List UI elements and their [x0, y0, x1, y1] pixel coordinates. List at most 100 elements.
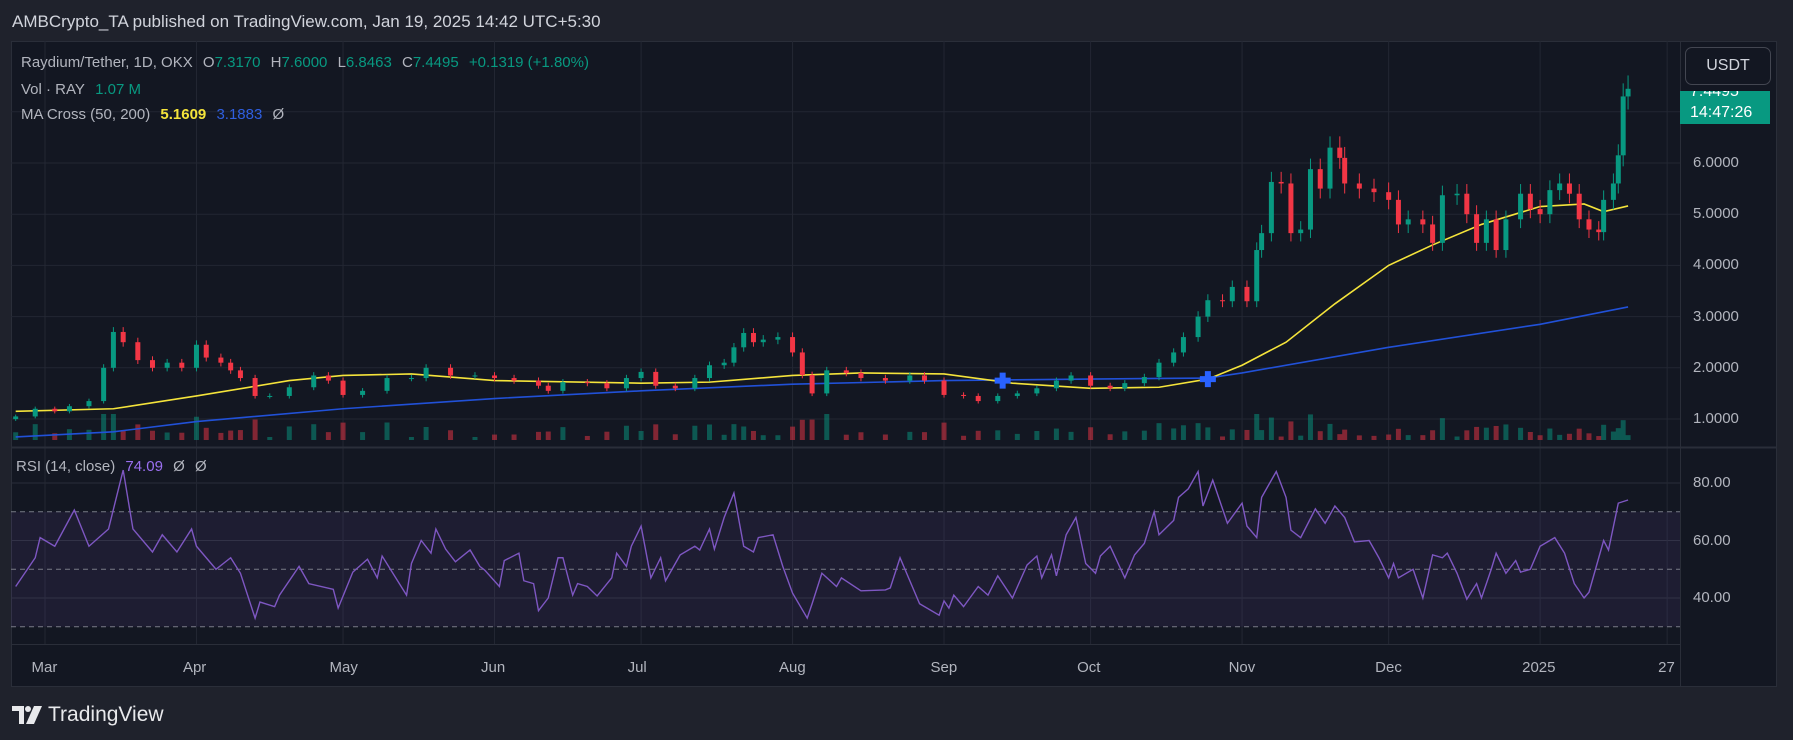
volume-bar	[1610, 431, 1616, 440]
candle-body	[907, 375, 913, 381]
candle-body	[1205, 300, 1211, 317]
volume-bar	[218, 432, 224, 440]
ma50-value: 5.1609	[160, 106, 207, 123]
volume-bar	[1586, 433, 1592, 440]
candle-body	[1317, 169, 1323, 189]
candle-body	[1395, 199, 1401, 225]
volume-bar	[638, 431, 644, 440]
volume-label: Vol · RAY	[21, 81, 85, 98]
volume-bar	[1244, 429, 1250, 440]
volume-bar	[149, 430, 155, 440]
volume-bar	[1068, 431, 1074, 440]
volume-bar	[384, 422, 390, 440]
volume-bar	[1493, 425, 1499, 440]
volume-bar	[750, 430, 756, 440]
rsi-legend[interactable]: RSI (14, close) 74.09 Ø Ø	[16, 458, 213, 475]
candle-body	[721, 362, 727, 366]
volume-bar	[1615, 428, 1621, 440]
close-value: 7.4495	[412, 54, 459, 71]
ma-cross-label: MA Cross (50, 200)	[21, 106, 151, 123]
volume-bar	[179, 432, 185, 440]
volume-bar	[1298, 435, 1304, 440]
ma-cross-legend[interactable]: MA Cross (50, 200) 5.1609 3.1883 Ø	[21, 106, 290, 123]
candle-body	[1464, 193, 1470, 215]
currency-button[interactable]: USDT	[1685, 47, 1771, 85]
volume-bar	[692, 425, 698, 440]
symbol-name[interactable]: Raydium/Tether, 1D, OKX	[21, 54, 193, 71]
volume-bar	[1596, 436, 1602, 440]
time-axis-label: Mar	[31, 659, 58, 676]
candle-body	[1439, 195, 1445, 243]
volume-bar	[1205, 427, 1211, 440]
candle-body	[1298, 229, 1304, 234]
candle-body	[1342, 157, 1348, 184]
candle-body	[1014, 393, 1020, 396]
rsi-value: 74.09	[125, 458, 163, 475]
candle-body	[706, 365, 712, 379]
candle-body	[1141, 377, 1147, 384]
volume-bar	[672, 434, 678, 440]
volume-bar	[1547, 428, 1553, 440]
volume-bar	[1430, 430, 1436, 440]
candle-body	[775, 337, 781, 340]
candle-body	[1547, 190, 1553, 215]
candle-body	[423, 367, 429, 379]
volume-bar	[325, 432, 331, 440]
volume-bar	[824, 414, 830, 440]
candle-body	[799, 352, 805, 375]
ma200-line	[15, 306, 1629, 438]
ma-na-value: Ø	[272, 106, 285, 123]
candle-body	[692, 378, 698, 389]
candle-body	[1088, 375, 1094, 386]
time-axis-label: Oct	[1077, 659, 1101, 676]
time-axis-label: 27	[1658, 659, 1675, 676]
price-axis-label: 6.0000	[1693, 154, 1739, 171]
chart-frame[interactable]	[11, 41, 1777, 687]
volume-bar	[653, 424, 659, 440]
time-axis-label: Aug	[779, 659, 806, 676]
candle-body	[535, 380, 541, 386]
last-price: 7.4495	[1690, 91, 1739, 100]
open-value: 7.3170	[214, 54, 261, 71]
volume-bar	[1268, 417, 1274, 440]
volume-bar	[1180, 425, 1186, 440]
volume-bar	[1557, 434, 1563, 440]
candle-body	[1557, 183, 1563, 191]
volume-bar	[1259, 430, 1265, 440]
volume-bar	[1171, 428, 1177, 440]
volume-bar	[1088, 427, 1094, 440]
volume-bar	[961, 435, 967, 440]
volume-bar	[110, 414, 116, 440]
candle-body	[941, 380, 947, 395]
volume-bar	[286, 426, 292, 440]
time-axis-label: Jul	[627, 659, 647, 676]
volume-bar	[921, 432, 927, 440]
candle-body	[492, 375, 498, 379]
cross-marker-icon	[994, 372, 1011, 389]
volume-bar	[135, 424, 141, 440]
candle-body	[1493, 219, 1499, 251]
volume-bar	[1537, 435, 1543, 440]
candle-body	[750, 332, 756, 343]
candle-body	[149, 360, 155, 368]
candle-body	[1034, 388, 1040, 394]
volume-bar	[1386, 434, 1392, 440]
volume-bars	[13, 414, 1631, 440]
volume-legend[interactable]: Vol · RAY 1.07 M	[21, 81, 147, 98]
volume-bar	[1195, 423, 1201, 440]
candle-body	[584, 382, 590, 384]
volume-bar	[360, 432, 366, 440]
brand-name: TradingView	[48, 703, 164, 726]
candle-body	[32, 408, 38, 417]
candle-body	[472, 375, 478, 377]
candle-body	[218, 357, 224, 363]
volume-bar	[1107, 434, 1113, 440]
candle-body	[975, 395, 981, 402]
candle-body	[731, 347, 737, 363]
candle-body	[858, 372, 864, 379]
volume-bar	[1625, 435, 1631, 440]
rsi-na-value-1: Ø	[173, 458, 185, 475]
tradingview-logo[interactable]: TradingView	[12, 703, 164, 727]
candle-body	[1220, 300, 1226, 302]
